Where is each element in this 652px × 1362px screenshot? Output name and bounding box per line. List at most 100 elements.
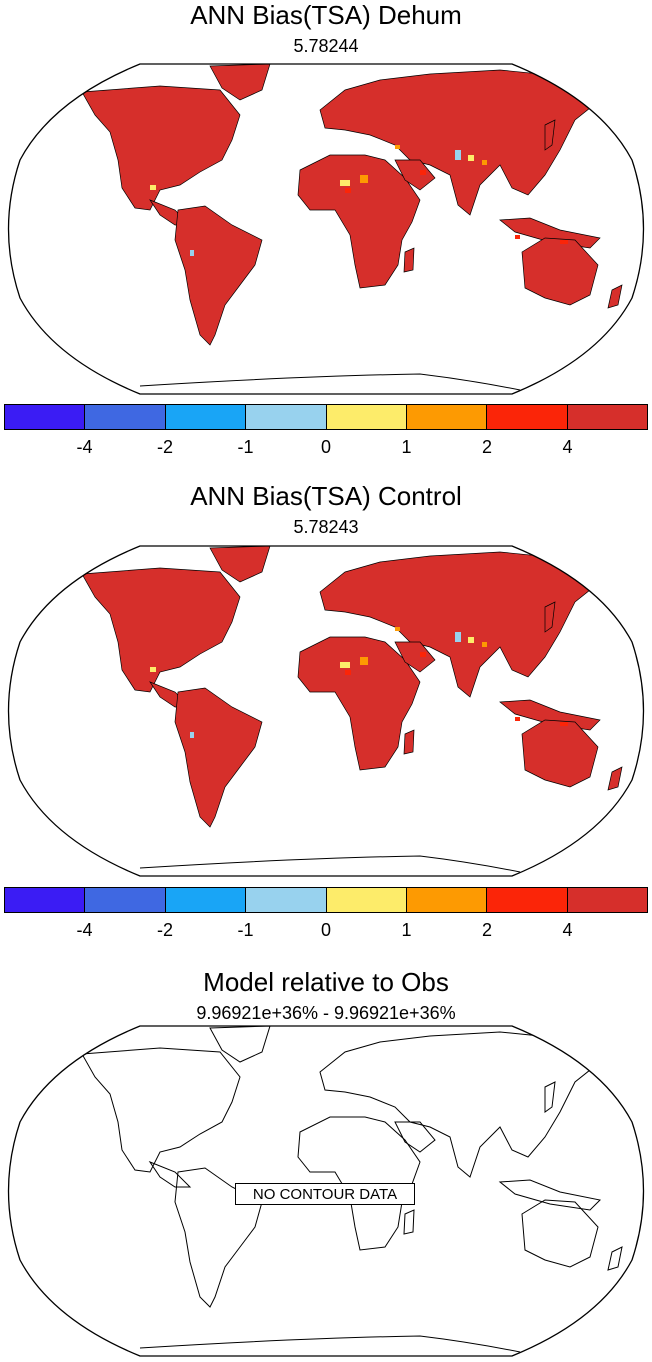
colorbar-box (246, 888, 327, 912)
coastline-north-america (81, 1047, 241, 1173)
colorbar-box (487, 888, 568, 912)
bias-speck (482, 642, 487, 647)
coastline-madagascar (403, 1209, 415, 1235)
bias-speck (190, 732, 194, 738)
colorbar-box (326, 888, 407, 912)
land-new-zealand (607, 766, 623, 791)
land-south-america (174, 205, 263, 346)
bias-speck (150, 185, 156, 190)
coastline-australia (521, 1199, 599, 1268)
colorbar-tick-label: 4 (562, 920, 573, 940)
land-japan (544, 119, 556, 151)
bias-speck (360, 175, 368, 183)
bias-speck (395, 627, 400, 631)
colorbar-box (85, 888, 166, 912)
land-eurasia (319, 551, 601, 698)
panel2-title: ANN Bias(TSA) Control (190, 481, 462, 511)
panel3-coastlines (81, 1026, 623, 1353)
panel1-map-border (7, 63, 645, 395)
land-arabia (394, 159, 436, 191)
bias-speck (455, 632, 461, 642)
bias-speck (468, 637, 474, 643)
colorbar-tick-label: 0 (320, 437, 332, 457)
land-africa (297, 636, 421, 771)
land-madagascar (403, 247, 415, 273)
panel2-map (7, 545, 645, 877)
coastline-indonesia (498, 1179, 602, 1211)
bias-speck (340, 662, 350, 668)
bias-speck (345, 188, 351, 193)
colorbar-box (165, 888, 247, 912)
land-madagascar (403, 729, 415, 755)
colorbar-tick-label: 1 (401, 920, 412, 940)
coastline-japan (544, 1081, 556, 1113)
panel3-map-border (7, 1025, 645, 1357)
colorbar-tick-label: -2 (156, 437, 174, 457)
panel1-map (7, 63, 645, 395)
colorbar-box (487, 405, 568, 429)
panel2-land (81, 546, 623, 873)
colorbar-tick-label: -1 (237, 920, 254, 940)
bias-speck (190, 250, 194, 256)
colorbar-box (567, 888, 647, 912)
land-south-america (174, 687, 263, 828)
panel2-subtitle: 5.78243 (293, 517, 359, 537)
panel3-subtitle: 9.96921e+36% - 9.96921e+36% (196, 1003, 456, 1023)
bias-speck (515, 717, 520, 721)
colorbar-box (406, 405, 488, 429)
colorbar-box (567, 405, 647, 429)
bias-speck (395, 145, 400, 149)
land-japan (544, 601, 556, 633)
colorbar-box (5, 888, 86, 912)
panel3-map (7, 1025, 645, 1357)
bias-speck (455, 150, 461, 160)
colorbar-tick-label: 2 (481, 437, 493, 457)
land-north-america (81, 85, 241, 211)
colorbar-box (326, 405, 407, 429)
colorbar-box (246, 405, 327, 429)
colorbar-box (5, 405, 86, 429)
antarctica-coastline (139, 855, 521, 873)
panel1-colorbar-labels: -4 -2 -1 0 1 2 4 (0, 437, 652, 459)
colorbar-tick-label: 4 (562, 437, 573, 457)
panel2-map-border (7, 545, 645, 877)
colorbar-tick-label: -2 (156, 920, 174, 940)
coastline-antarctica-edge (139, 1335, 521, 1353)
bias-speck (515, 235, 520, 239)
colorbar-tick-label: 2 (481, 920, 493, 940)
panel1-subtitle: 5.78244 (293, 36, 359, 56)
colorbar-box (165, 405, 247, 429)
land-eurasia (319, 69, 601, 216)
panel3-title: Model relative to Obs (203, 967, 449, 997)
panel1-colorbar (4, 404, 648, 430)
panel2-colorbar (4, 887, 648, 913)
bias-speck (420, 652, 426, 657)
land-new-zealand (607, 284, 623, 309)
colorbar-tick-label: 0 (320, 920, 332, 940)
land-australia (521, 719, 599, 788)
coastline-central-america (148, 1160, 192, 1188)
bias-speck (345, 670, 351, 675)
coastline-arabia (394, 1121, 436, 1153)
coastline-eurasia (319, 1031, 601, 1178)
bias-speck (560, 240, 568, 244)
bias-speck (340, 180, 350, 186)
coastline-africa (297, 1116, 421, 1251)
panel1-title: ANN Bias(TSA) Dehum (190, 0, 462, 30)
panel2-colorbar-labels: -4 -2 -1 0 1 2 4 (0, 920, 652, 942)
bias-speck (560, 722, 568, 726)
land-africa (297, 154, 421, 289)
coastline-greenland (209, 1026, 271, 1063)
no-contour-data-label: NO CONTOUR DATA (235, 1183, 415, 1205)
bias-speck (482, 160, 487, 165)
bias-speck (420, 170, 426, 175)
colorbar-tick-label: 1 (401, 437, 412, 457)
bias-speck (360, 657, 368, 665)
colorbar-tick-label: -4 (76, 437, 93, 457)
coastline-new-zealand (607, 1246, 623, 1271)
colorbar-tick-label: -4 (76, 920, 93, 940)
land-arabia (394, 641, 436, 673)
colorbar-box (406, 888, 488, 912)
bias-speck (150, 667, 156, 672)
colorbar-tick-label: -1 (237, 437, 254, 457)
